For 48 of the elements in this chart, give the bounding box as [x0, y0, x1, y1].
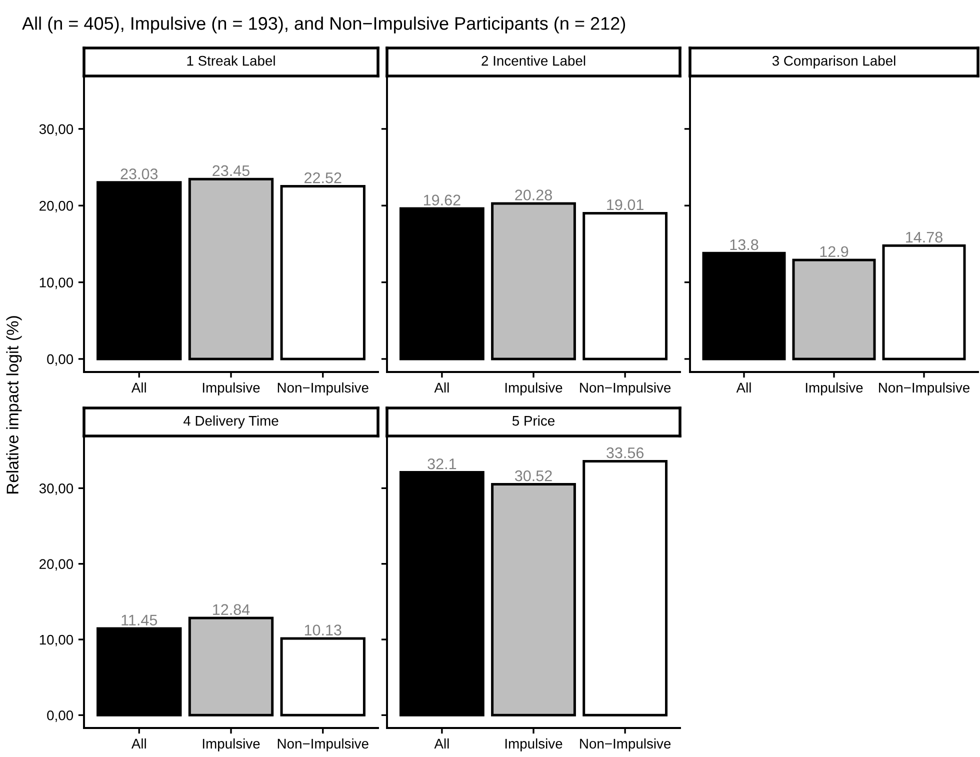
data-label: 12.9	[820, 246, 848, 258]
data-label: 10.13	[304, 624, 342, 636]
data-label: 23.03	[120, 168, 158, 180]
chart-title: 2 Incentive Label	[482, 56, 586, 66]
data-label: 12.84	[213, 604, 250, 615]
y-tick-label: 10,00	[40, 278, 74, 290]
x-tick-label: Non−Impulsive	[278, 382, 368, 396]
x-tick-label: All	[434, 738, 449, 748]
y-tick-label: 20,00	[40, 559, 74, 571]
data-label: 13.8	[730, 239, 758, 250]
data-label: 19.01	[607, 199, 644, 210]
data-label: 20.28	[515, 190, 552, 200]
data-label: 22.52	[304, 172, 342, 184]
data-label: 14.78	[906, 232, 942, 243]
y-tick-label: 20,00	[40, 200, 74, 212]
x-tick-label: All	[434, 382, 449, 392]
x-tick-label: All	[131, 738, 146, 748]
x-tick-label: Non−Impulsive	[580, 382, 671, 396]
bar	[280, 637, 366, 716]
data-label: 32.1	[428, 458, 456, 470]
y-axis-title: Relative impact logit (%)	[6, 316, 22, 494]
data-label: 23.45	[212, 165, 250, 176]
data-label: 11.45	[122, 614, 158, 626]
x-tick-label: Impulsive	[202, 738, 260, 752]
y-tick-label: 30,00	[39, 484, 74, 496]
bar	[96, 627, 182, 716]
bar	[188, 616, 274, 716]
y-tick-label: 10,00	[40, 634, 74, 646]
x-tick-label: Impulsive	[505, 738, 562, 752]
text: All (n = 405), Impulsive (n = 193), and Non−Impulsive Participants (n = 212)	[22, 16, 626, 34]
chart-title: 5 Price	[512, 416, 554, 426]
x-tick-label: All	[736, 382, 751, 392]
y-tick-label: 0,00	[47, 710, 74, 722]
data-label: 30.52	[514, 470, 552, 482]
y-tick-label: 0,00	[47, 354, 74, 366]
x-tick-label: All	[131, 382, 146, 392]
x-tick-label: Impulsive	[505, 382, 562, 396]
data-label: 33.56	[606, 447, 644, 458]
x-tick-label: Non−Impulsive	[278, 738, 368, 752]
data-label: 19.62	[424, 194, 460, 206]
y-tick-label: 30,00	[39, 124, 74, 136]
chart-title: 3 Comparison Label	[772, 56, 896, 68]
chart-title: 1 Streak Label	[187, 56, 275, 66]
x-tick-label: Impulsive	[202, 382, 260, 396]
x-tick-label: Non−Impulsive	[879, 382, 970, 396]
x-tick-label: Non−Impulsive	[580, 738, 671, 752]
chart-title: 4 Delivery Time	[183, 416, 278, 428]
x-tick-label: Impulsive	[806, 382, 863, 396]
